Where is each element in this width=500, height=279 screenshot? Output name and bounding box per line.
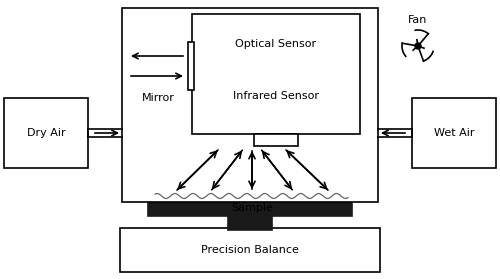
Text: Precision Balance: Precision Balance [201, 245, 299, 255]
Text: Dry Air: Dry Air [26, 128, 66, 138]
Text: Infrared Sensor: Infrared Sensor [233, 91, 319, 101]
Bar [4, 98, 88, 168]
Text: Mirror: Mirror [142, 93, 174, 103]
Bar [412, 98, 496, 168]
Bar [228, 214, 272, 230]
Bar [122, 8, 378, 202]
Bar [120, 228, 380, 272]
Bar [148, 202, 352, 216]
Text: Sample: Sample [231, 203, 273, 213]
Text: Optical Sensor: Optical Sensor [236, 39, 316, 49]
Circle shape [415, 43, 421, 49]
Bar [254, 134, 298, 146]
Text: Fan: Fan [408, 15, 428, 25]
Bar [192, 14, 360, 134]
Bar [188, 42, 194, 90]
Text: Wet Air: Wet Air [434, 128, 474, 138]
